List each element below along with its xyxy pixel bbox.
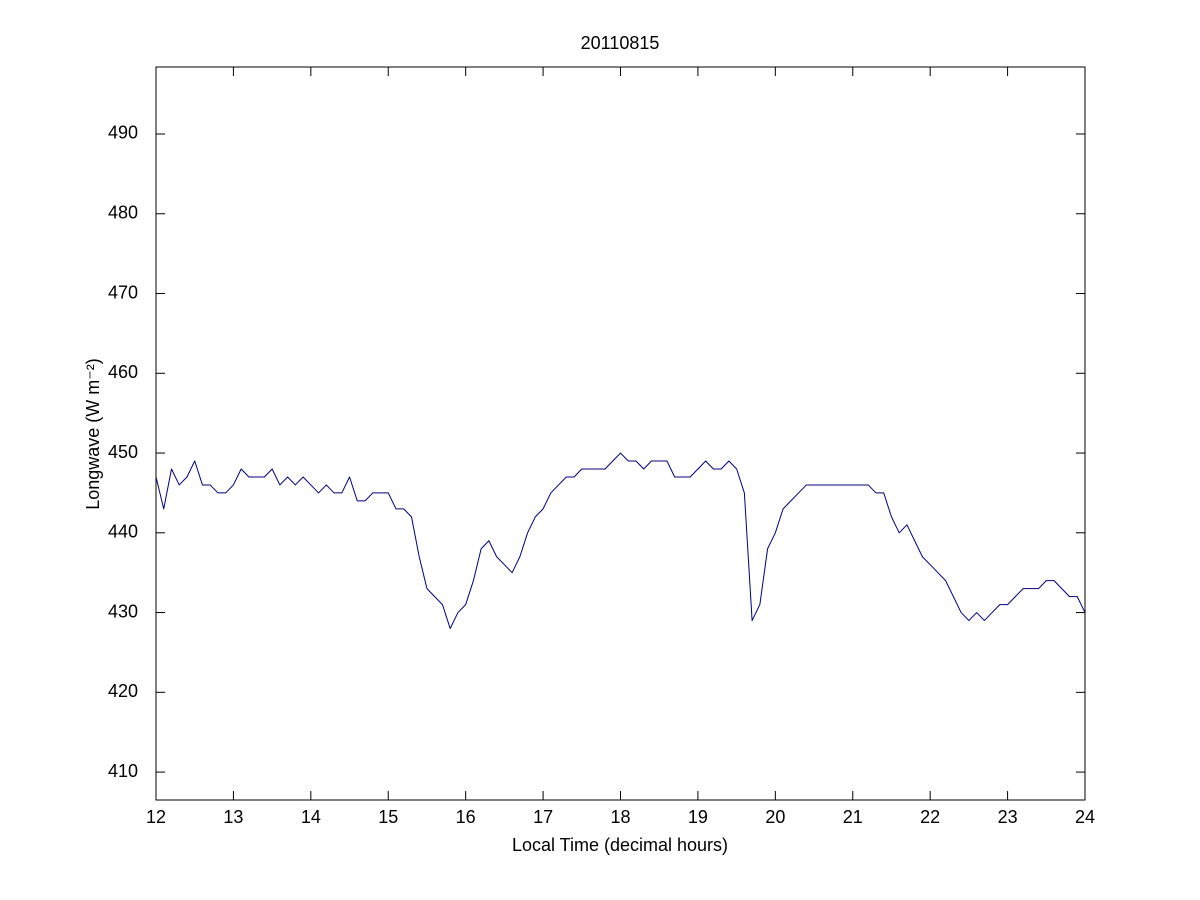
x-tick-label: 16	[456, 807, 476, 827]
x-tick-label: 20	[765, 807, 785, 827]
y-tick-label: 440	[108, 522, 138, 542]
x-tick-label: 13	[223, 807, 243, 827]
y-tick-label: 490	[108, 123, 138, 143]
y-tick-label: 460	[108, 362, 138, 382]
y-axis-label: Longwave (W m⁻²)	[83, 358, 103, 510]
x-tick-label: 17	[533, 807, 553, 827]
x-tick-label: 24	[1075, 807, 1095, 827]
x-tick-label: 18	[610, 807, 630, 827]
x-tick-label: 22	[920, 807, 940, 827]
x-tick-label: 12	[146, 807, 166, 827]
x-tick-label: 23	[998, 807, 1018, 827]
x-tick-label: 19	[688, 807, 708, 827]
y-tick-label: 470	[108, 282, 138, 302]
x-tick-label: 21	[843, 807, 863, 827]
y-tick-label: 450	[108, 442, 138, 462]
x-tick-label: 14	[301, 807, 321, 827]
y-tick-label: 480	[108, 203, 138, 223]
y-tick-label: 420	[108, 681, 138, 701]
data-line	[155, 452, 1086, 630]
y-tick-label: 430	[108, 601, 138, 621]
plot-area	[155, 66, 1086, 801]
chart-title: 20110815	[581, 33, 660, 53]
x-tick-label: 15	[378, 807, 398, 827]
y-tick-label: 410	[108, 761, 138, 781]
x-axis-label: Local Time (decimal hours)	[512, 835, 728, 855]
